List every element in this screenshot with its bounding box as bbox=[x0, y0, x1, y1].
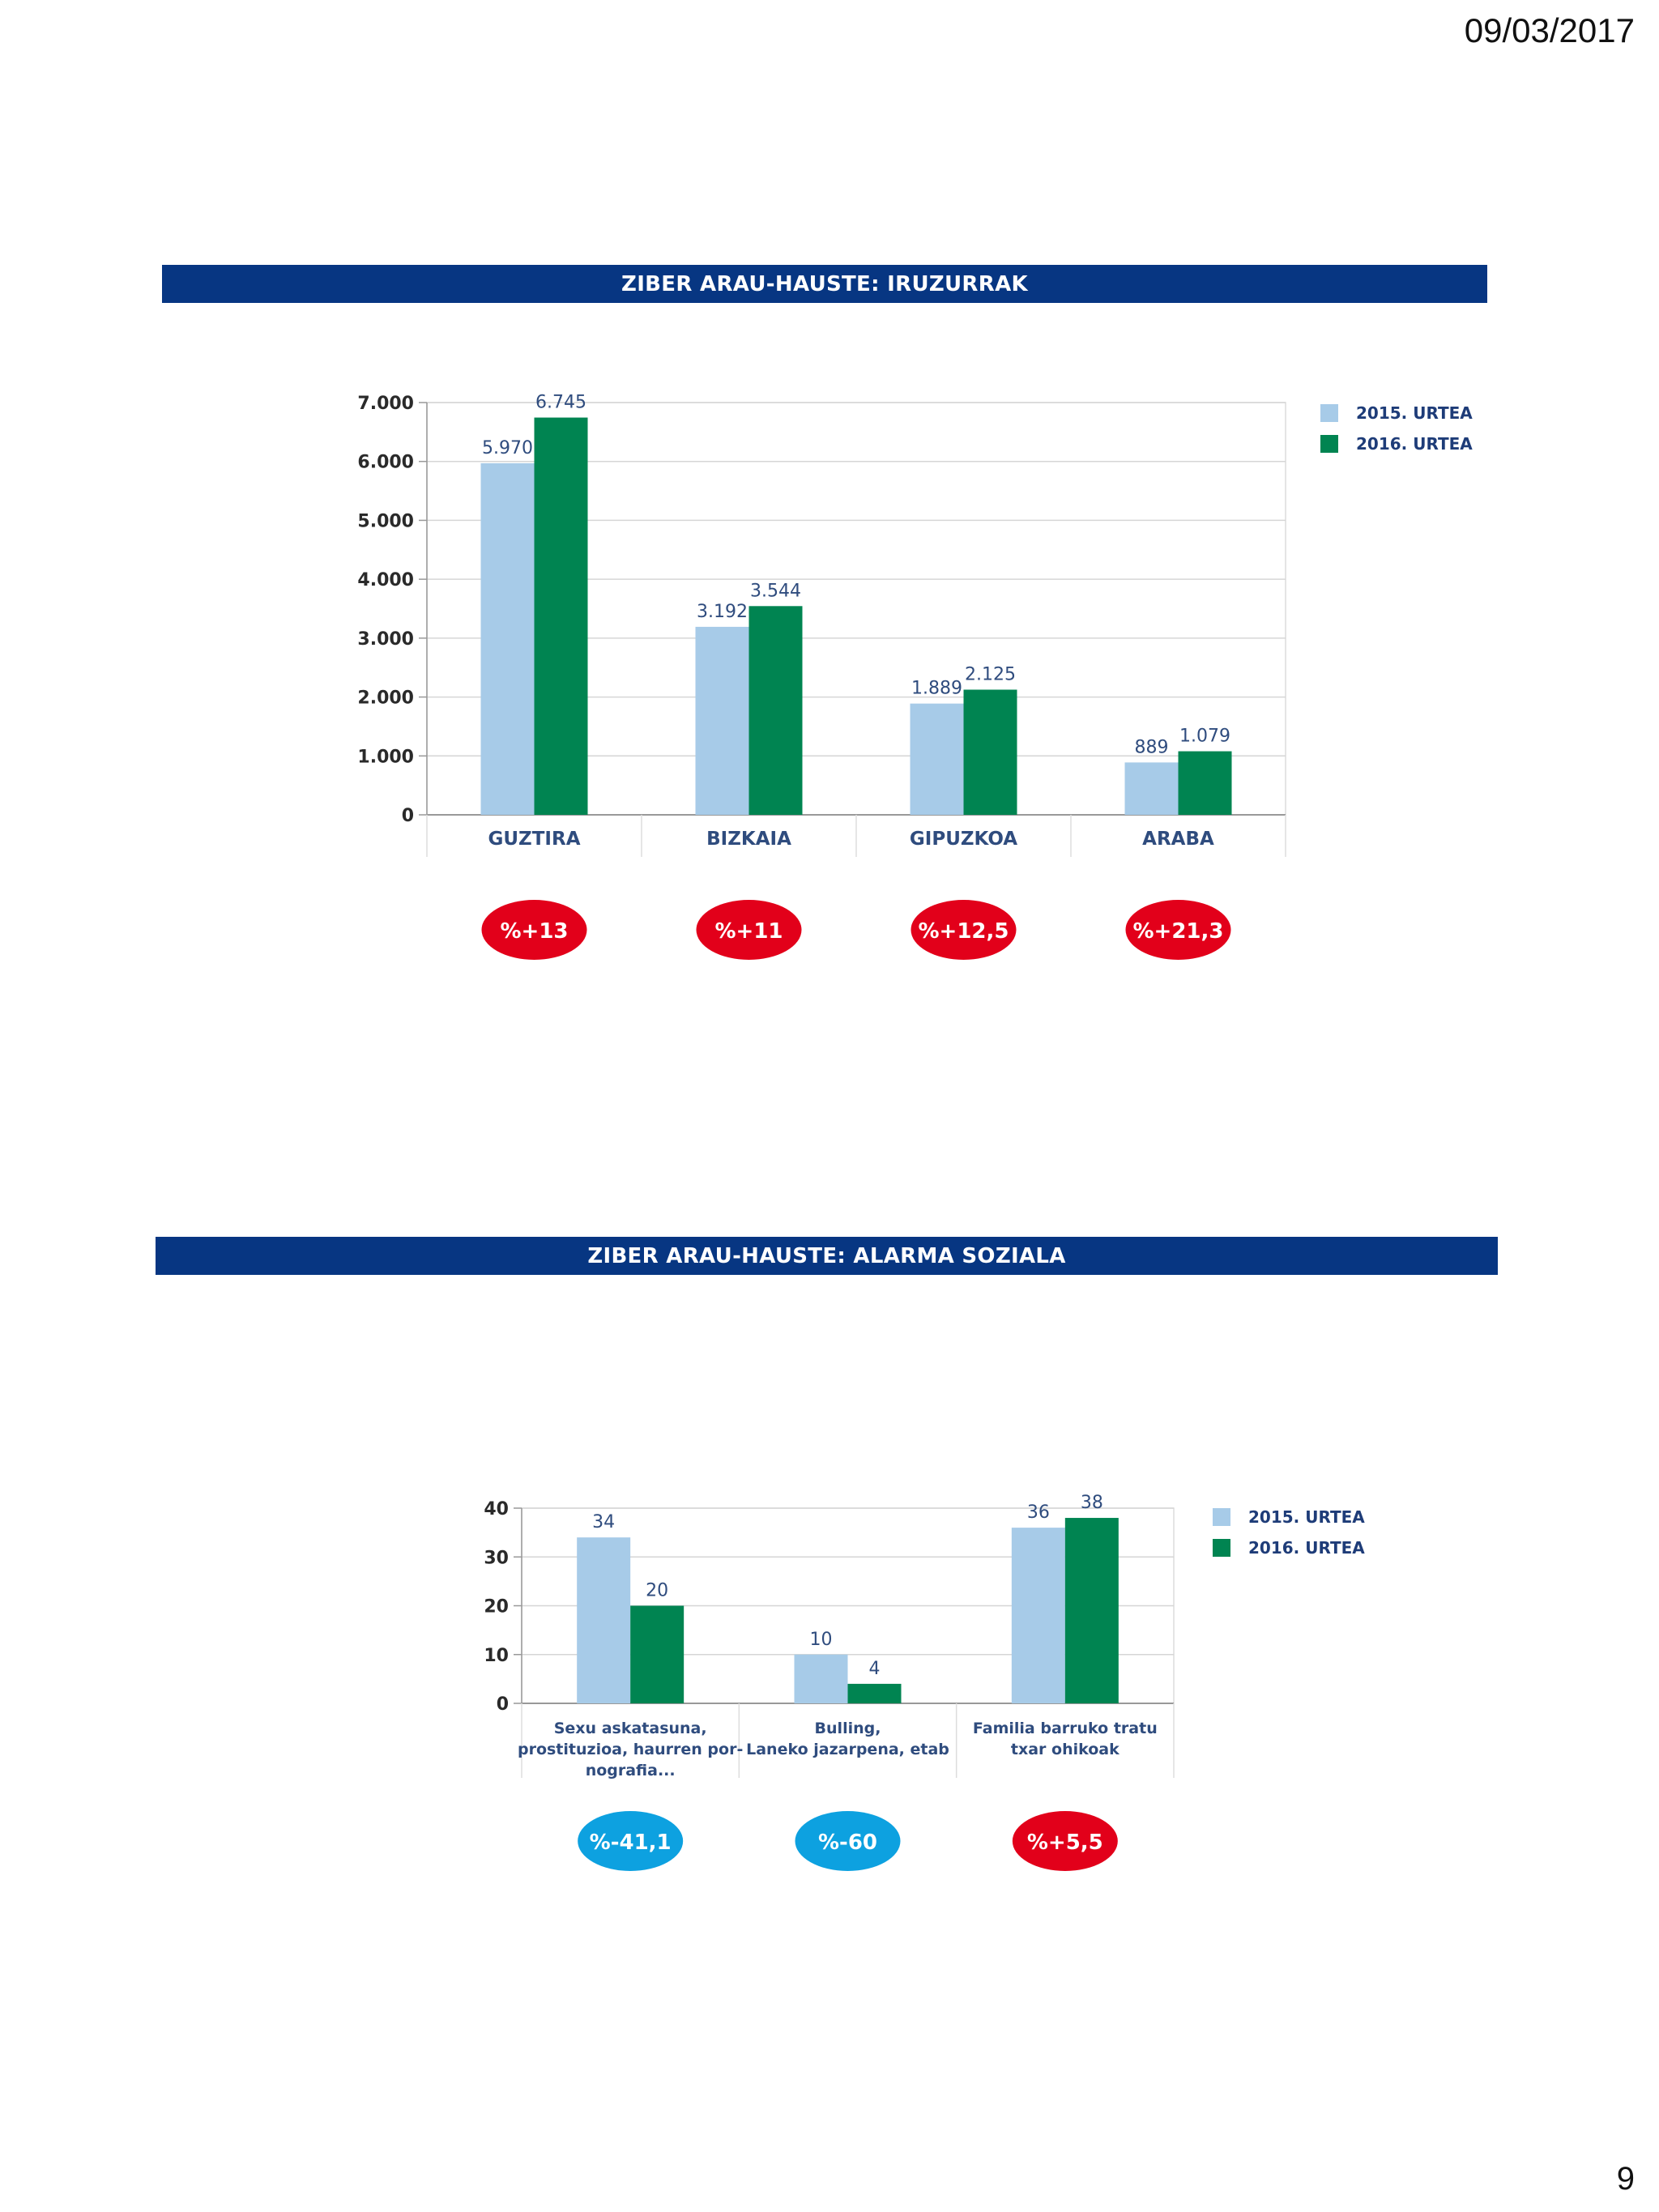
iruzurrak-bar-2015 bbox=[910, 703, 964, 815]
iruzurrak-data-label: 889 bbox=[1135, 737, 1169, 757]
alarma-legend-swatch-2016 bbox=[1213, 1539, 1230, 1557]
alarma-change-badge: %-60 bbox=[795, 1811, 901, 1871]
iruzurrak-legend-label: 2015. URTEA bbox=[1356, 403, 1473, 423]
iruzurrak-y-tick-label: 0 bbox=[402, 806, 414, 826]
alarma-change-badge: %+5,5 bbox=[1012, 1811, 1118, 1871]
iruzurrak-change-badge: %+21,3 bbox=[1125, 900, 1231, 960]
iruzurrak-change-badge-shape bbox=[1125, 900, 1231, 960]
iruzurrak-data-label: 3.192 bbox=[697, 602, 748, 622]
alarma-data-label: 34 bbox=[592, 1512, 615, 1532]
iruzurrak-y-tick-label: 6.000 bbox=[357, 453, 414, 473]
alarma-legend-label: 2015. URTEA bbox=[1248, 1507, 1365, 1527]
alarma-bar-2016 bbox=[630, 1605, 684, 1703]
iruzurrak-bar-2016 bbox=[534, 417, 588, 815]
alarma-change-badge-shape bbox=[1012, 1811, 1118, 1871]
alarma-legend-swatch-2015 bbox=[1213, 1508, 1230, 1526]
iruzurrak-change-label: %+12,5 bbox=[919, 919, 1009, 944]
alarma-change-label: %-41,1 bbox=[590, 1831, 672, 1855]
alarma-y-tick-label: 10 bbox=[484, 1646, 509, 1666]
iruzurrak-change-label: %+13 bbox=[500, 919, 568, 944]
chart-title-alarma-soziala: ZIBER ARAU-HAUSTE: ALARMA SOZIALA bbox=[156, 1237, 1498, 1275]
alarma-bar-2016 bbox=[1064, 1518, 1119, 1703]
iruzurrak-change-badge-shape bbox=[481, 900, 587, 960]
iruzurrak-category-label: ARABA bbox=[1142, 829, 1214, 850]
alarma-data-label: 38 bbox=[1081, 1493, 1103, 1513]
slide-date: 09/03/2017 bbox=[1464, 11, 1635, 49]
chart-iruzurrak: 0 1.000 2.000 3.000 4.000 5.000 6.000 7.000 5.97… bbox=[357, 393, 1473, 960]
iruzurrak-y-tick-label: 2.000 bbox=[357, 688, 414, 709]
alarma-y-tick-label: 0 bbox=[497, 1694, 509, 1715]
iruzurrak-y-tick-label: 1.000 bbox=[357, 747, 414, 767]
alarma-y-tick-label: 40 bbox=[484, 1499, 509, 1519]
alarma-y-tick-label: 20 bbox=[484, 1597, 509, 1617]
alarma-category-label: Sexu askatasuna, prostituzioa, haurren po… bbox=[518, 1720, 743, 1779]
alarma-change-label: %-60 bbox=[818, 1831, 877, 1855]
iruzurrak-bar-2016 bbox=[963, 689, 1017, 815]
iruzurrak-change-badge-shape bbox=[911, 900, 1017, 960]
chart-title-iruzurrak: ZIBER ARAU-HAUSTE: IRUZURRAK bbox=[162, 265, 1487, 303]
alarma-bar-2016 bbox=[847, 1683, 902, 1703]
page-number: 9 bbox=[1616, 2161, 1635, 2197]
iruzurrak-change-label: %+21,3 bbox=[1133, 919, 1224, 944]
iruzurrak-data-label: 2.125 bbox=[965, 664, 1016, 684]
iruzurrak-legend-swatch-2015 bbox=[1320, 404, 1338, 422]
iruzurrak-change-badge: %+12,5 bbox=[911, 900, 1017, 960]
iruzurrak-y-tick-label: 3.000 bbox=[357, 629, 414, 650]
alarma-bar-2015 bbox=[794, 1654, 848, 1703]
alarma-data-label: 20 bbox=[646, 1581, 668, 1601]
iruzurrak-legend-swatch-2016 bbox=[1320, 435, 1338, 453]
alarma-bar-2015 bbox=[577, 1537, 631, 1703]
iruzurrak-bar-2015 bbox=[480, 462, 535, 815]
iruzurrak-y-tick-label: 5.000 bbox=[357, 511, 414, 531]
alarma-change-badge-shape bbox=[578, 1811, 684, 1871]
iruzurrak-change-label: %+11 bbox=[714, 919, 783, 944]
iruzurrak-data-label: 5.970 bbox=[482, 438, 533, 458]
iruzurrak-legend-label: 2016. URTEA bbox=[1356, 434, 1473, 454]
alarma-change-label: %+5,5 bbox=[1027, 1831, 1103, 1855]
iruzurrak-change-badge: %+13 bbox=[481, 900, 587, 960]
alarma-change-badge: %-41,1 bbox=[578, 1811, 684, 1871]
alarma-category-label: Familia barruko tratu txar ohikoak bbox=[973, 1720, 1158, 1758]
iruzurrak-data-label: 1.889 bbox=[911, 679, 962, 699]
iruzurrak-bar-2016 bbox=[748, 606, 803, 815]
alarma-data-label: 36 bbox=[1027, 1502, 1050, 1523]
iruzurrak-y-tick-label: 4.000 bbox=[357, 570, 414, 590]
alarma-y-tick-label: 30 bbox=[484, 1548, 509, 1568]
alarma-bar-2015 bbox=[1011, 1528, 1065, 1703]
iruzurrak-category-label: GIPUZKOA bbox=[910, 829, 1017, 850]
iruzurrak-bar-2015 bbox=[1124, 762, 1179, 815]
alarma-data-label: 10 bbox=[810, 1630, 833, 1650]
iruzurrak-data-label: 1.079 bbox=[1179, 727, 1230, 747]
alarma-category-label: Bulling, Laneko jazarpena, etab bbox=[746, 1720, 949, 1758]
alarma-data-label: 4 bbox=[869, 1659, 881, 1679]
alarma-legend-label: 2016. URTEA bbox=[1248, 1538, 1365, 1558]
iruzurrak-bar-2016 bbox=[1178, 751, 1232, 815]
iruzurrak-bar-2015 bbox=[695, 626, 749, 815]
alarma-change-badge-shape bbox=[795, 1811, 901, 1871]
iruzurrak-data-label: 3.544 bbox=[750, 581, 801, 601]
iruzurrak-category-label: BIZKAIA bbox=[706, 829, 791, 850]
iruzurrak-change-badge: %+11 bbox=[696, 900, 802, 960]
iruzurrak-data-label: 6.745 bbox=[535, 393, 586, 413]
iruzurrak-y-tick-label: 7.000 bbox=[357, 394, 414, 414]
iruzurrak-category-label: GUZTIRA bbox=[488, 829, 581, 850]
iruzurrak-change-badge-shape bbox=[696, 900, 802, 960]
